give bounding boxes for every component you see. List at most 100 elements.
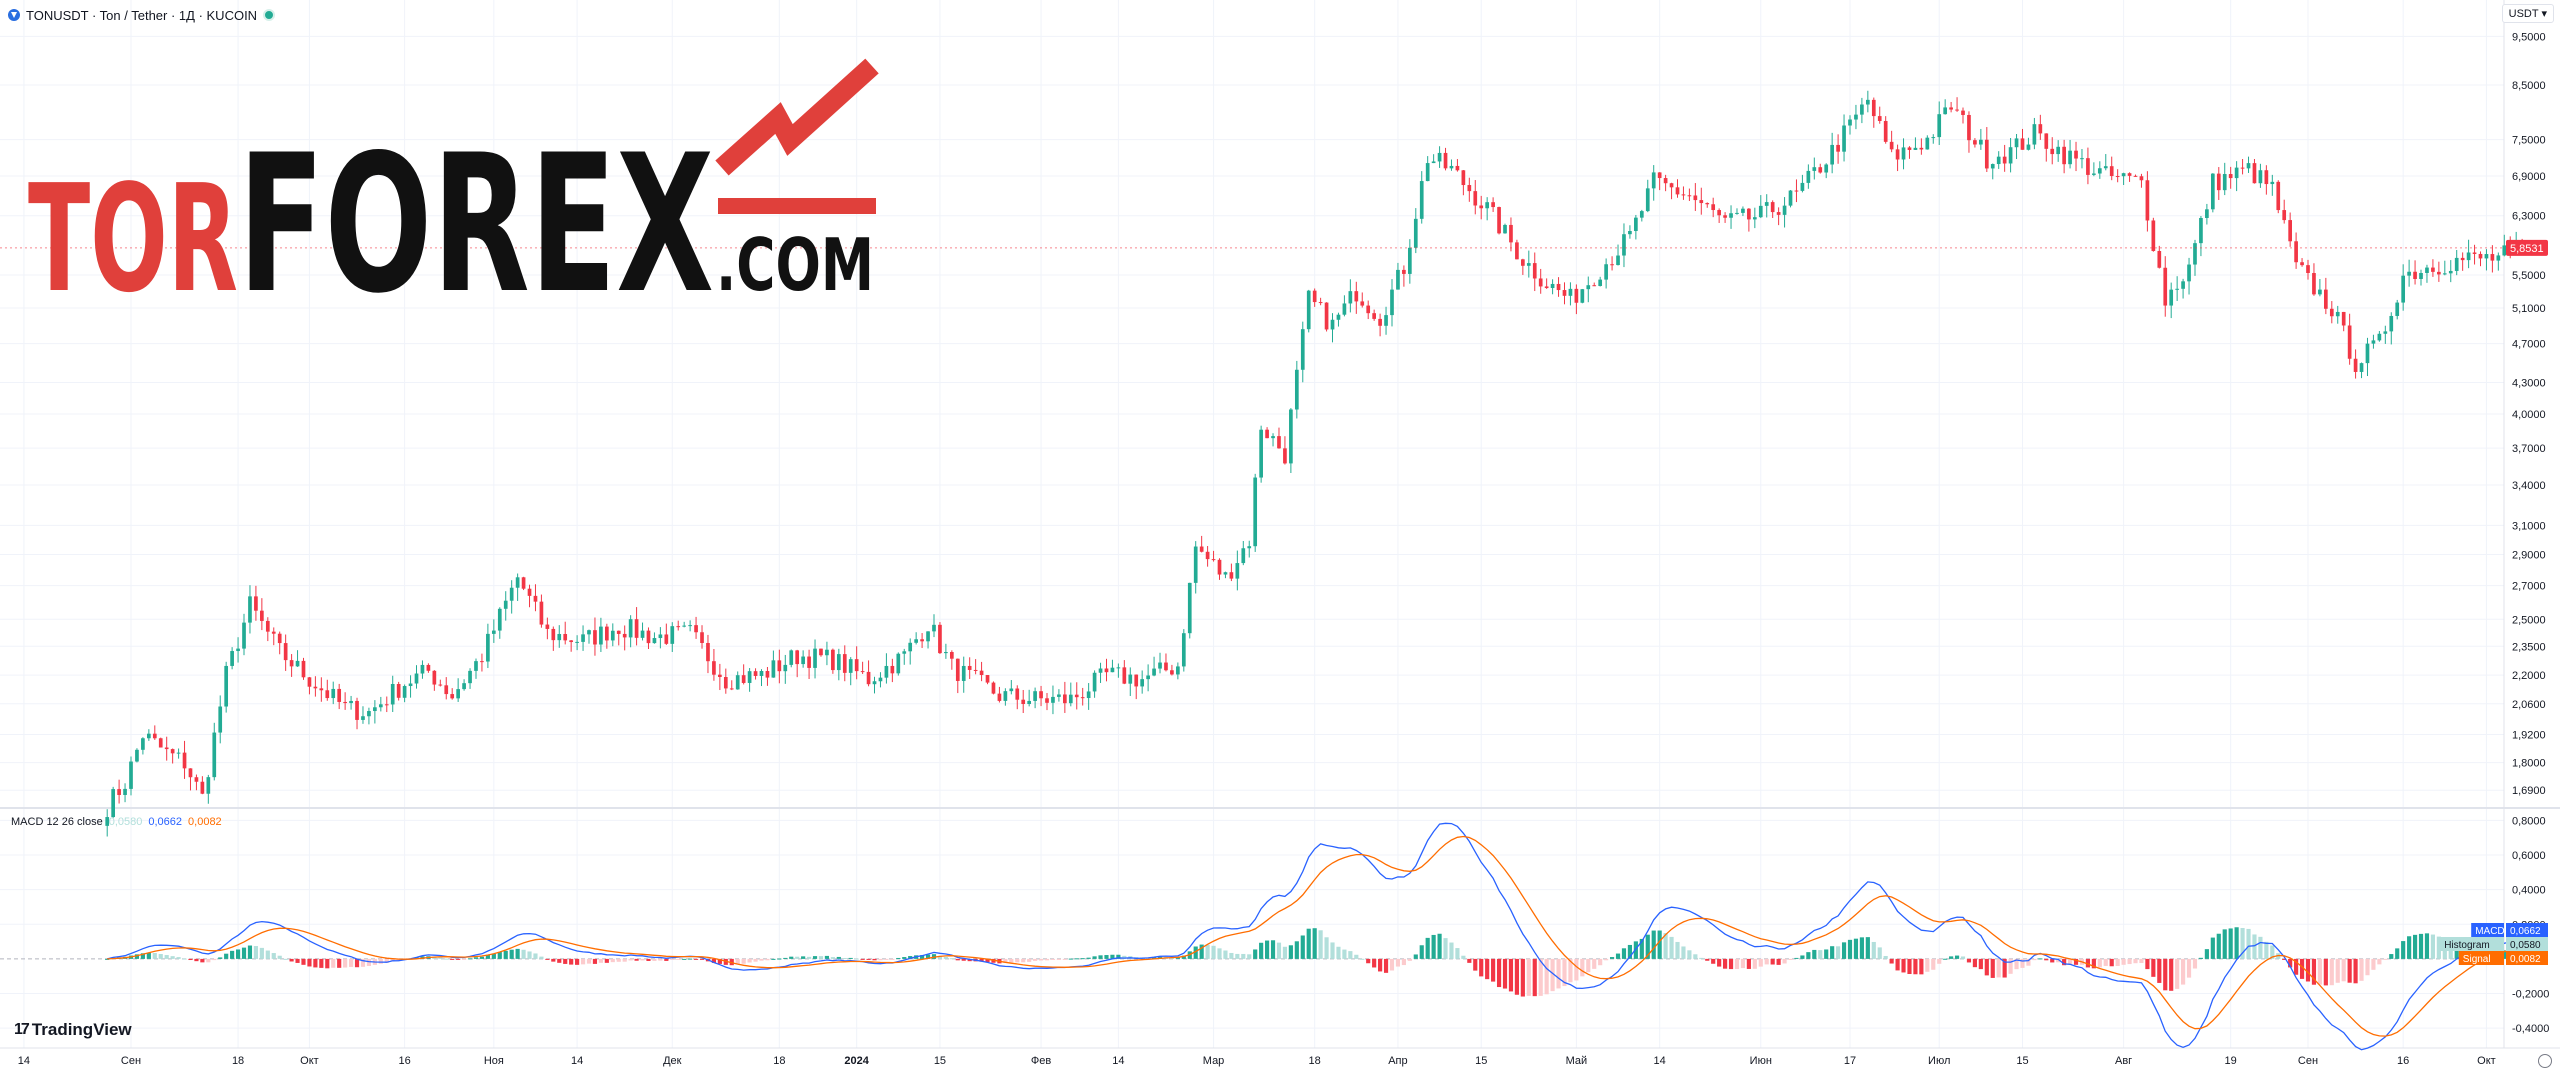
macd-histogram-bar xyxy=(2014,958,2019,970)
macd-histogram-bar xyxy=(1098,955,1103,959)
macd-histogram-bar xyxy=(2192,958,2198,969)
time-tick-label: Окт xyxy=(300,1055,319,1067)
macd-histogram-bar xyxy=(2365,958,2370,976)
macd-histogram-bar xyxy=(1723,958,1728,969)
macd-histogram-bar xyxy=(2401,941,2406,959)
candle xyxy=(1651,172,1656,189)
candle xyxy=(277,633,282,644)
macd-histogram-bar xyxy=(2359,958,2364,981)
macd-histogram-bar xyxy=(295,958,300,963)
macd-tag-name-bg xyxy=(2458,951,2504,965)
candle xyxy=(2074,150,2078,159)
macd-histogram-bar xyxy=(1491,958,1496,982)
macd-histogram-bar xyxy=(497,952,502,959)
macd-histogram-bar xyxy=(2395,948,2400,959)
axes: 9,5000 8,5000 7,5000 6,9000 6,3000 5,5000 5,10… xyxy=(0,31,2549,1067)
macd-histogram-bar xyxy=(1520,958,1525,997)
candle xyxy=(254,596,258,611)
candle xyxy=(236,648,240,652)
macd-histogram-bar xyxy=(230,950,235,959)
macd-histogram-bar xyxy=(2502,950,2507,959)
macd-histogram-bar xyxy=(807,956,812,959)
candle xyxy=(2109,166,2114,177)
candle xyxy=(557,633,562,641)
candle xyxy=(2068,150,2072,165)
macd-histogram-bar xyxy=(354,958,360,968)
time-tick-label: 18 xyxy=(773,1055,785,1067)
macd-histogram-bar xyxy=(592,958,598,964)
macd-histogram-bar xyxy=(1473,958,1478,971)
macd-histogram-bar xyxy=(1235,953,1240,959)
candle xyxy=(283,643,288,661)
time-tick-label: Июл xyxy=(1928,1055,1950,1067)
candle xyxy=(2365,343,2370,364)
candle xyxy=(813,648,817,668)
candle xyxy=(1639,211,1644,218)
macd-histogram-bar xyxy=(1621,948,1627,959)
macd-histogram-bar xyxy=(693,958,699,960)
macd-histogram-bar xyxy=(789,956,794,959)
candle xyxy=(1306,290,1311,330)
macd-histogram-bar xyxy=(783,957,788,959)
candle xyxy=(872,681,877,685)
macd-histogram-bar xyxy=(2407,936,2412,959)
candle xyxy=(1277,436,1281,449)
candle xyxy=(1895,149,1900,160)
candle xyxy=(1122,667,1127,684)
candle xyxy=(932,624,936,632)
macd-histogram-bar xyxy=(610,958,615,963)
macd-legend[interactable]: MACD 12 26 close 0,0580 0,0662 0,0082 xyxy=(11,816,222,828)
candle xyxy=(1413,218,1418,248)
macd-histogram-bar xyxy=(2347,958,2352,983)
candle xyxy=(777,660,782,672)
tradingview-logo[interactable]: 17 TradingView xyxy=(14,1020,132,1040)
currency-selector[interactable]: USDT ▾ xyxy=(2501,4,2554,23)
candle xyxy=(2300,262,2304,266)
candle xyxy=(955,658,960,681)
candle xyxy=(1455,165,1460,171)
candle xyxy=(616,630,621,634)
macd-histogram-bar xyxy=(1372,958,1377,968)
macd-tick-label: -0,4000 xyxy=(2512,1023,2549,1035)
candle xyxy=(2234,167,2239,179)
candle xyxy=(836,654,841,671)
macd-histogram-bar xyxy=(1871,941,1876,959)
logo-tor-text: TOR xyxy=(28,153,238,325)
candle xyxy=(1883,120,1888,142)
macd-histogram-bar xyxy=(1669,936,1674,959)
macd-histogram-bar xyxy=(212,958,217,961)
price-tick-label: 1,6900 xyxy=(2512,785,2546,797)
candle xyxy=(2258,170,2263,184)
tradingview-label: TradingView xyxy=(31,1020,132,1039)
macd-histogram-bar xyxy=(818,956,824,959)
macd-histogram-bar xyxy=(777,958,782,960)
macd-histogram-bar xyxy=(1485,958,1490,980)
macd-histogram-bar xyxy=(2305,958,2311,982)
macd-histogram-bar xyxy=(2222,929,2227,959)
time-tick-label: Мар xyxy=(1203,1055,1225,1067)
candle xyxy=(1580,289,1585,303)
candle xyxy=(2335,311,2340,317)
candle xyxy=(1961,110,1965,115)
macd-signal-value: 0,0082 xyxy=(188,816,222,828)
macd-histogram-bar xyxy=(1443,938,1448,959)
macd-histogram-bar xyxy=(1949,956,1954,959)
time-tick-label: 16 xyxy=(2397,1055,2409,1067)
macd-histogram-bar xyxy=(2240,928,2245,959)
macd-histogram-bar xyxy=(2008,958,2013,974)
settings-icon[interactable] xyxy=(2538,1054,2552,1068)
candle xyxy=(1199,546,1204,552)
macd-tick-label: -0,2000 xyxy=(2512,989,2549,1001)
candle xyxy=(474,661,478,671)
macd-histogram-bar xyxy=(1038,958,1044,961)
macd-histogram-bar xyxy=(931,954,937,959)
symbol-header[interactable]: TONUSDT · Ton / Tether · 1Д · KUCOIN xyxy=(8,6,276,24)
candle xyxy=(1366,305,1371,314)
macd-histogram-bar xyxy=(218,957,223,959)
candle xyxy=(1669,183,1674,188)
candle xyxy=(1842,125,1846,152)
candle xyxy=(533,595,538,602)
macd-histogram-bar xyxy=(1847,939,1853,959)
macd-histogram-bar xyxy=(146,952,151,959)
